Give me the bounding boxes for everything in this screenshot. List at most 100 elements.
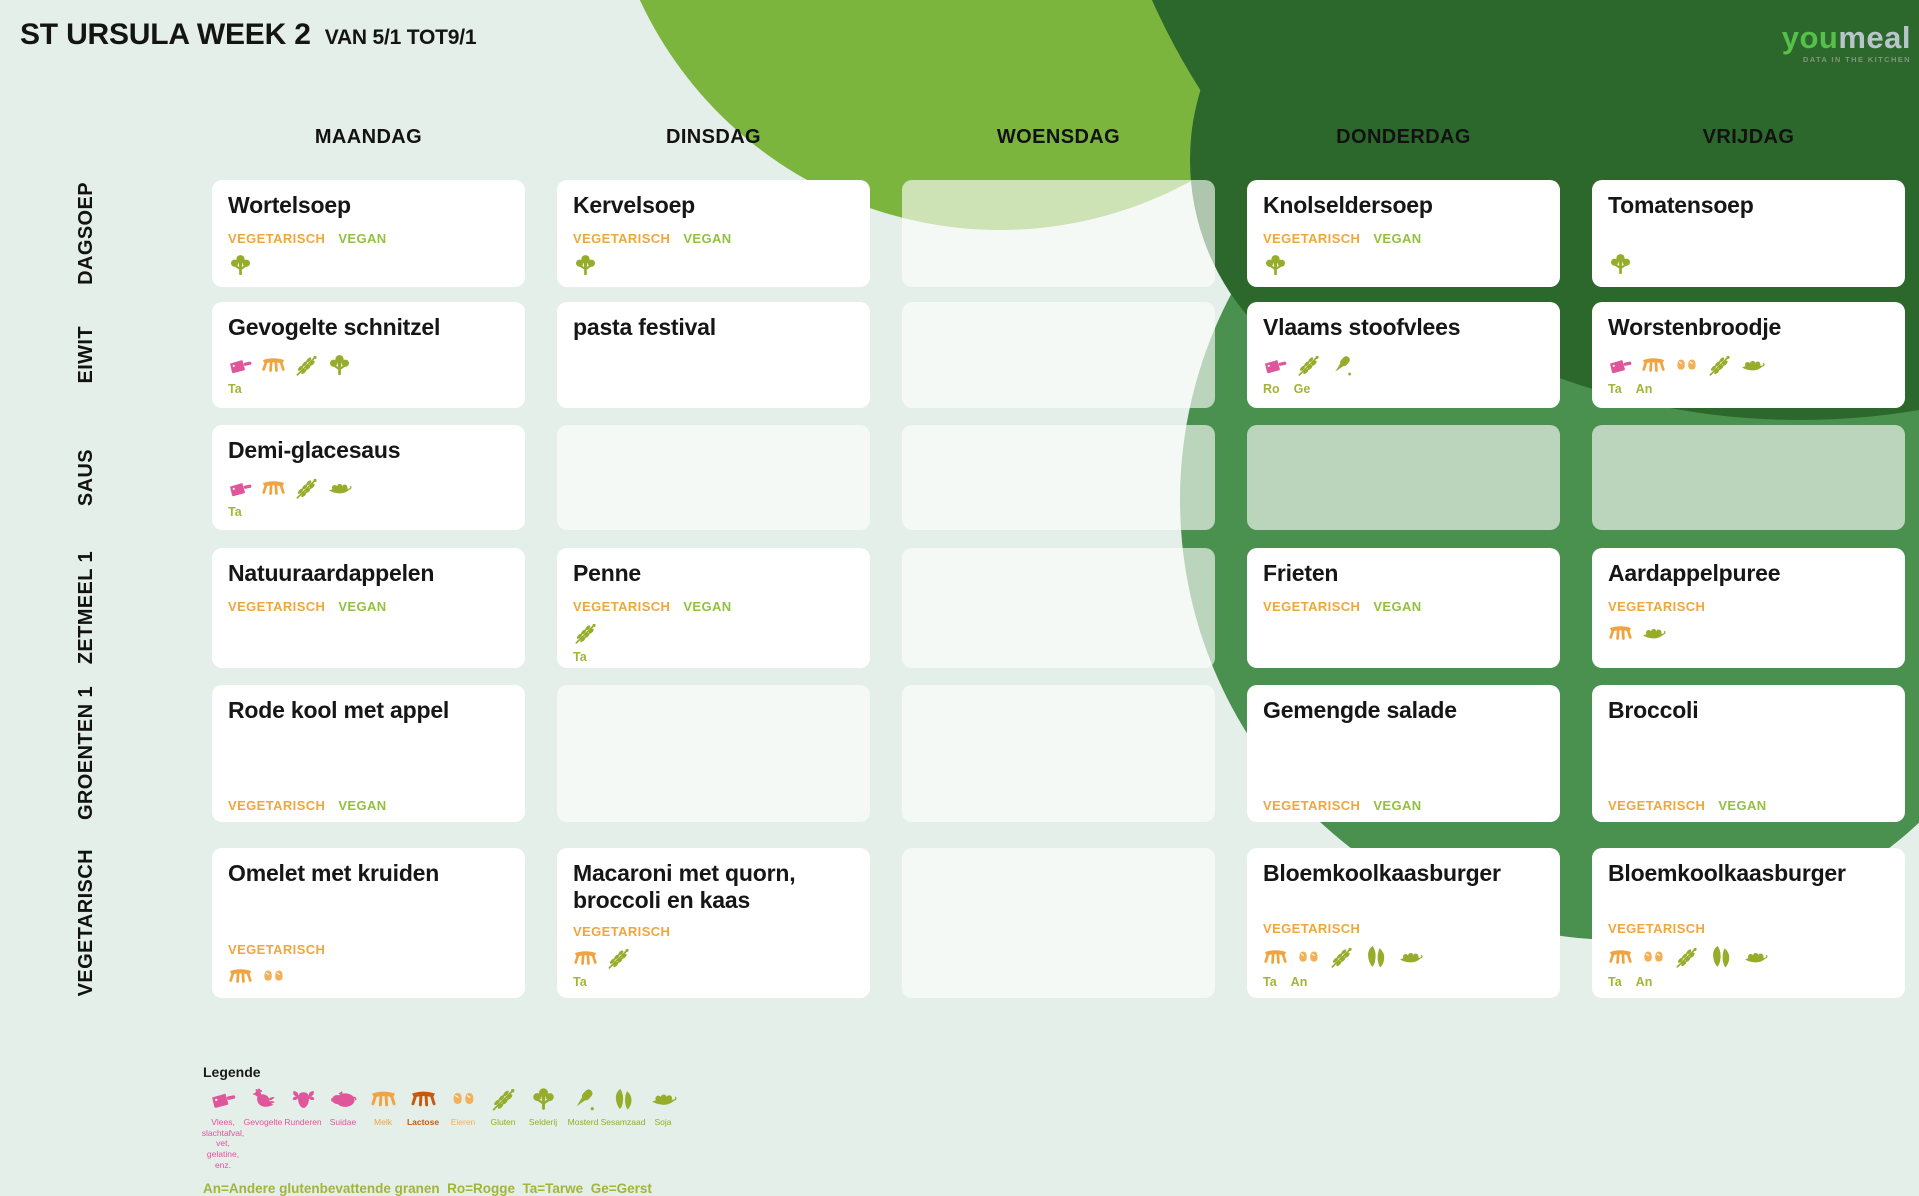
legend-item-label: Lactose <box>406 1117 440 1127</box>
legend-item-runderen: Runderen <box>283 1086 323 1170</box>
page-header: ST URSULA WEEK 2 VAN 5/1 TOT9/1 <box>20 18 477 52</box>
eieren-icon <box>1641 945 1666 970</box>
eieren-icon <box>1296 945 1321 970</box>
gluten-icon <box>294 476 319 501</box>
diet-label-vegetarisch: VEGETARISCH <box>1263 599 1361 615</box>
menu-card-dinsdag-eiwit: pasta festival <box>557 302 870 408</box>
legend-item-suidae: Suidae <box>323 1086 363 1170</box>
row-label-groenten-1: GROENTEN 1 <box>64 685 108 822</box>
row-label-vegetarisch: VEGETARISCH <box>64 848 108 998</box>
legend-item-label: Vlees, slachtafval, vet, gelatine, enz. <box>201 1117 245 1170</box>
grain-codes: Ta An <box>1608 382 1889 396</box>
diet-label-vegan: VEGAN <box>338 231 387 247</box>
card-details: Ta <box>228 476 509 519</box>
page-date-range: VAN 5/1 TOT9/1 <box>324 26 477 49</box>
card-details: VEGETARISCH VEGAN <box>228 599 509 614</box>
allergen-icons <box>573 946 854 971</box>
card-details <box>1608 231 1889 277</box>
legend-item-melk: Melk <box>363 1086 403 1170</box>
legend: Legende Vlees, slachtafval, vet, gelatin… <box>201 1064 823 1196</box>
legend-item-mosterd: Mosterd <box>563 1086 603 1170</box>
melk-icon <box>573 946 598 971</box>
legend-items: Vlees, slachtafval, vet, gelatine, enz. G… <box>201 1086 823 1170</box>
diet-labels: VEGETARISCH VEGAN <box>1263 599 1544 614</box>
card-details: VEGETARISCH VEGAN <box>228 231 509 278</box>
card-details: VEGETARISCH Ta <box>573 924 854 989</box>
runderen-icon <box>290 1086 317 1113</box>
day-header-maandag: MAANDAG <box>314 126 423 148</box>
diet-labels: VEGETARISCH VEGAN <box>228 231 509 246</box>
menu-card-donderdag-dagsoep: Knolseldersoep VEGETARISCH VEGAN <box>1247 180 1560 287</box>
empty-cell-woensdag-vegetarisch <box>902 848 1215 998</box>
selderij-icon <box>1608 252 1633 277</box>
legend-item-label: Gluten <box>490 1117 516 1127</box>
soja-icon <box>1743 945 1768 970</box>
allergen-icons <box>228 964 509 989</box>
legend-item-label: Selderij <box>528 1117 558 1127</box>
card-details: VEGETARISCH Ta An <box>1263 921 1544 989</box>
grain-codes: Ta <box>228 505 509 519</box>
dish-title: Bloemkoolkaasburger <box>1263 860 1501 886</box>
dish-title: Frieten <box>1263 560 1339 586</box>
row-label-saus: SAUS <box>64 425 108 530</box>
row-label-text-dagsoep: DAGSOEP <box>74 182 97 285</box>
dish-title: Worstenbroodje <box>1608 314 1782 340</box>
menu-card-maandag-dagsoep: Wortelsoep VEGETARISCH VEGAN <box>212 180 525 287</box>
eieren-icon <box>1674 353 1699 378</box>
grain-code-an: An <box>1290 975 1308 989</box>
soja-icon <box>1740 353 1765 378</box>
row-label-text-saus: SAUS <box>74 448 97 507</box>
soja-icon <box>1398 945 1423 970</box>
grain-code-ta: Ta <box>1608 975 1622 989</box>
diet-label-vegetarisch: VEGETARISCH <box>1263 798 1361 813</box>
card-details: VEGETARISCH VEGAN Ta <box>573 599 854 664</box>
legend-item-lactose: Lactose <box>403 1086 443 1170</box>
grain-code-ta: Ta <box>1608 382 1622 397</box>
legend-item-soja: Soja <box>643 1086 683 1170</box>
day-header-donderdag: DONDERDAG <box>1336 126 1471 148</box>
dish-title: Gemengde salade <box>1263 697 1457 723</box>
diet-label-vegetarisch: VEGETARISCH <box>1263 231 1361 247</box>
row-label-text-groenten-1: GROENTEN 1 <box>74 686 97 821</box>
empty-cell-donderdag-saus <box>1247 425 1560 530</box>
melk-icon <box>261 476 286 501</box>
card-details: VEGETARISCH VEGAN <box>573 231 854 278</box>
diet-label-vegan: VEGAN <box>1373 231 1422 247</box>
diet-labels: VEGETARISCH <box>1608 599 1889 614</box>
allergen-icons <box>228 253 509 278</box>
legend-item-label: Eieren <box>450 1117 476 1127</box>
card-details: VEGETARISCH <box>1608 599 1889 646</box>
card-details: VEGETARISCH Ta An <box>1608 921 1889 989</box>
lactose-icon <box>410 1086 437 1113</box>
allergen-icons <box>1608 621 1889 646</box>
logo-tagline: DATA IN THE KITCHEN <box>1802 55 1911 64</box>
melk-icon <box>261 353 286 378</box>
selderij-icon <box>573 253 598 278</box>
vlees-icon <box>228 476 253 501</box>
suidae-icon <box>330 1086 357 1113</box>
diet-labels: VEGETARISCH <box>1608 921 1889 936</box>
diet-labels: VEGETARISCH VEGAN <box>1263 231 1544 246</box>
melk-icon <box>1263 945 1288 970</box>
gevogelte-icon <box>250 1086 277 1113</box>
legend-item-vlees: Vlees, slachtafval, vet, gelatine, enz. <box>201 1086 245 1170</box>
allergen-icons <box>1263 353 1544 378</box>
grain-codes: Ta <box>228 382 509 396</box>
melk-icon <box>1641 353 1666 378</box>
legend-item-selderij: Selderij <box>523 1086 563 1170</box>
empty-cell-woensdag-saus <box>902 425 1215 530</box>
diet-labels: VEGETARISCH <box>228 942 509 957</box>
dish-title: Tomatensoep <box>1608 192 1754 218</box>
selderij-icon <box>228 253 253 278</box>
allergen-icons <box>1263 943 1544 971</box>
gluten-icon <box>606 946 631 971</box>
dish-title: Wortelsoep <box>228 192 351 218</box>
diet-label-vegetarisch: VEGETARISCH <box>228 942 326 957</box>
legend-item-label: Soja <box>654 1117 672 1127</box>
diet-label-vegan: VEGAN <box>683 231 732 247</box>
dish-title: Macaroni met quorn, broccoli en kaas <box>573 860 796 914</box>
grain-codes: Ta An <box>1608 975 1889 989</box>
diet-label-vegetarisch: VEGETARISCH <box>573 231 671 247</box>
diet-label-vegetarisch: VEGETARISCH <box>1608 921 1706 936</box>
legend-item-sesamzaad: Sesamzaad <box>601 1086 645 1170</box>
